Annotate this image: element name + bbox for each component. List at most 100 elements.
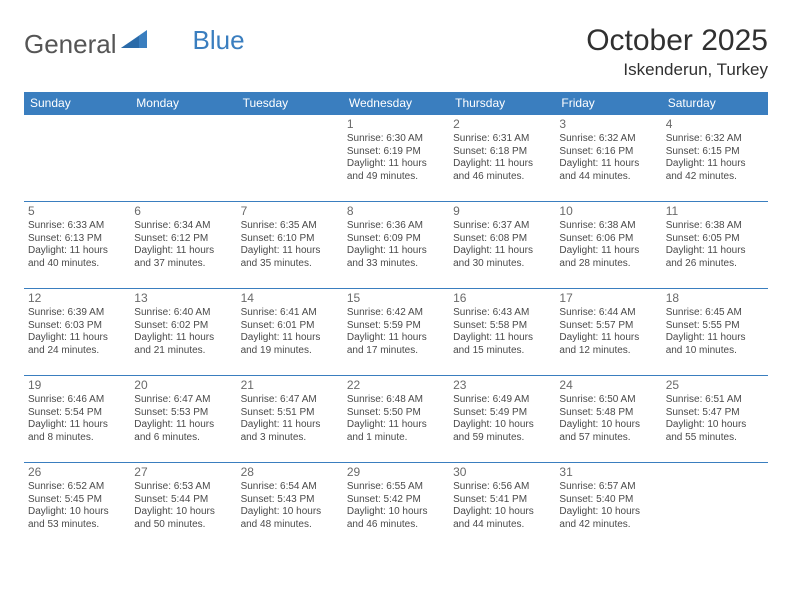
cell-day2: and 24 minutes. (28, 345, 126, 358)
day-number: 28 (241, 465, 339, 480)
cell-sunset: Sunset: 6:01 PM (241, 320, 339, 333)
day-number: 15 (347, 291, 445, 306)
day-number: 27 (134, 465, 232, 480)
calendar-table: SundayMondayTuesdayWednesdayThursdayFrid… (24, 92, 768, 549)
day-number: 29 (347, 465, 445, 480)
day-number: 25 (666, 378, 764, 393)
calendar-page: General Blue October 2025 Iskenderun, Tu… (0, 0, 792, 549)
cell-sunset: Sunset: 5:44 PM (134, 494, 232, 507)
cell-day2: and 53 minutes. (28, 519, 126, 532)
brand-part1: General (24, 29, 117, 60)
cell-day1: Daylight: 11 hours (28, 332, 126, 345)
cell-sunrise: Sunrise: 6:55 AM (347, 481, 445, 494)
cell-day1: Daylight: 11 hours (453, 332, 551, 345)
calendar-cell: 27Sunrise: 6:53 AMSunset: 5:44 PMDayligh… (130, 463, 236, 550)
calendar-cell (662, 463, 768, 550)
day-number: 20 (134, 378, 232, 393)
cell-sunset: Sunset: 5:48 PM (559, 407, 657, 420)
cell-day1: Daylight: 10 hours (559, 506, 657, 519)
cell-sunset: Sunset: 5:42 PM (347, 494, 445, 507)
cell-day2: and 21 minutes. (134, 345, 232, 358)
cell-sunrise: Sunrise: 6:39 AM (28, 307, 126, 320)
cell-sunrise: Sunrise: 6:54 AM (241, 481, 339, 494)
day-number: 30 (453, 465, 551, 480)
location-label: Iskenderun, Turkey (586, 60, 768, 80)
header: General Blue October 2025 Iskenderun, Tu… (24, 24, 768, 80)
day-number: 18 (666, 291, 764, 306)
calendar-cell: 24Sunrise: 6:50 AMSunset: 5:48 PMDayligh… (555, 376, 661, 463)
day-header: Wednesday (343, 92, 449, 115)
day-number: 9 (453, 204, 551, 219)
calendar-cell (24, 115, 130, 202)
cell-day1: Daylight: 10 hours (453, 506, 551, 519)
cell-sunrise: Sunrise: 6:32 AM (666, 133, 764, 146)
calendar-cell (130, 115, 236, 202)
cell-sunset: Sunset: 5:53 PM (134, 407, 232, 420)
cell-day1: Daylight: 11 hours (347, 419, 445, 432)
brand-part2: Blue (193, 25, 245, 56)
cell-day1: Daylight: 11 hours (347, 332, 445, 345)
cell-sunrise: Sunrise: 6:44 AM (559, 307, 657, 320)
cell-day2: and 49 minutes. (347, 171, 445, 184)
day-number: 11 (666, 204, 764, 219)
cell-day2: and 46 minutes. (347, 519, 445, 532)
cell-day1: Daylight: 11 hours (241, 245, 339, 258)
cell-day2: and 37 minutes. (134, 258, 232, 271)
cell-sunset: Sunset: 6:06 PM (559, 233, 657, 246)
calendar-cell: 20Sunrise: 6:47 AMSunset: 5:53 PMDayligh… (130, 376, 236, 463)
cell-day1: Daylight: 11 hours (559, 245, 657, 258)
cell-sunrise: Sunrise: 6:46 AM (28, 394, 126, 407)
calendar-cell: 25Sunrise: 6:51 AMSunset: 5:47 PMDayligh… (662, 376, 768, 463)
cell-sunset: Sunset: 6:13 PM (28, 233, 126, 246)
cell-sunset: Sunset: 6:03 PM (28, 320, 126, 333)
cell-day1: Daylight: 10 hours (666, 419, 764, 432)
calendar-cell: 29Sunrise: 6:55 AMSunset: 5:42 PMDayligh… (343, 463, 449, 550)
cell-sunrise: Sunrise: 6:38 AM (559, 220, 657, 233)
cell-sunrise: Sunrise: 6:57 AM (559, 481, 657, 494)
title-block: October 2025 Iskenderun, Turkey (586, 24, 768, 80)
cell-day1: Daylight: 11 hours (241, 332, 339, 345)
cell-sunset: Sunset: 5:54 PM (28, 407, 126, 420)
cell-sunset: Sunset: 5:43 PM (241, 494, 339, 507)
calendar-week: 19Sunrise: 6:46 AMSunset: 5:54 PMDayligh… (24, 376, 768, 463)
cell-day1: Daylight: 10 hours (28, 506, 126, 519)
day-number: 5 (28, 204, 126, 219)
day-number: 2 (453, 117, 551, 132)
day-header: Friday (555, 92, 661, 115)
cell-day2: and 10 minutes. (666, 345, 764, 358)
calendar-week: 1Sunrise: 6:30 AMSunset: 6:19 PMDaylight… (24, 115, 768, 202)
calendar-cell: 5Sunrise: 6:33 AMSunset: 6:13 PMDaylight… (24, 202, 130, 289)
cell-sunset: Sunset: 6:02 PM (134, 320, 232, 333)
day-number: 22 (347, 378, 445, 393)
cell-day2: and 35 minutes. (241, 258, 339, 271)
day-number: 26 (28, 465, 126, 480)
cell-sunset: Sunset: 5:47 PM (666, 407, 764, 420)
calendar-cell: 10Sunrise: 6:38 AMSunset: 6:06 PMDayligh… (555, 202, 661, 289)
cell-day2: and 17 minutes. (347, 345, 445, 358)
cell-sunset: Sunset: 5:41 PM (453, 494, 551, 507)
day-number: 6 (134, 204, 232, 219)
cell-sunset: Sunset: 5:59 PM (347, 320, 445, 333)
cell-day1: Daylight: 10 hours (347, 506, 445, 519)
cell-sunrise: Sunrise: 6:42 AM (347, 307, 445, 320)
cell-day1: Daylight: 11 hours (666, 158, 764, 171)
day-number: 31 (559, 465, 657, 480)
cell-day1: Daylight: 11 hours (28, 419, 126, 432)
calendar-cell: 12Sunrise: 6:39 AMSunset: 6:03 PMDayligh… (24, 289, 130, 376)
cell-sunset: Sunset: 5:57 PM (559, 320, 657, 333)
cell-sunrise: Sunrise: 6:56 AM (453, 481, 551, 494)
cell-sunset: Sunset: 6:05 PM (666, 233, 764, 246)
day-number: 14 (241, 291, 339, 306)
cell-sunset: Sunset: 5:45 PM (28, 494, 126, 507)
cell-sunset: Sunset: 6:10 PM (241, 233, 339, 246)
cell-day2: and 12 minutes. (559, 345, 657, 358)
cell-day1: Daylight: 11 hours (241, 419, 339, 432)
day-number: 10 (559, 204, 657, 219)
cell-day1: Daylight: 11 hours (347, 158, 445, 171)
cell-sunrise: Sunrise: 6:35 AM (241, 220, 339, 233)
cell-sunset: Sunset: 5:51 PM (241, 407, 339, 420)
cell-sunrise: Sunrise: 6:38 AM (666, 220, 764, 233)
calendar-cell: 1Sunrise: 6:30 AMSunset: 6:19 PMDaylight… (343, 115, 449, 202)
cell-sunrise: Sunrise: 6:53 AM (134, 481, 232, 494)
cell-sunset: Sunset: 6:19 PM (347, 146, 445, 159)
